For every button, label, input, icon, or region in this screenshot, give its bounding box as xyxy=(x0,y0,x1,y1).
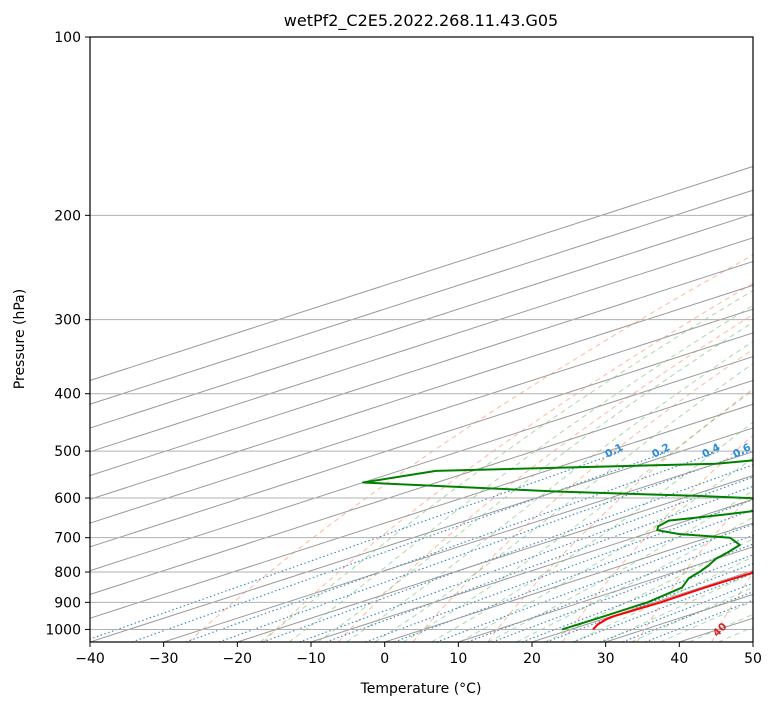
isotherm-line xyxy=(163,451,753,642)
y-tick-label: 500 xyxy=(54,444,81,460)
moist-adiabat-line xyxy=(630,587,753,642)
moist-adiabat-line xyxy=(431,421,753,642)
mixing-ratio-line xyxy=(644,599,753,642)
dry-adiabat-line xyxy=(337,313,753,642)
y-axis-ticks: 100 200 300 400 500 600 700 800 900 1000 xyxy=(45,30,90,638)
mixing-ratio-line xyxy=(622,591,753,642)
y-tick-label: 300 xyxy=(54,313,81,329)
x-tick-label: 10 xyxy=(449,651,467,667)
moist-adiabat-line xyxy=(602,572,753,642)
isotherm-line xyxy=(90,189,753,405)
isotherm-line xyxy=(90,261,753,477)
y-tick-label: 600 xyxy=(54,491,81,507)
x-tick-label: −30 xyxy=(149,651,179,667)
mixing-ratio-line xyxy=(521,554,753,642)
isotherm-line xyxy=(90,332,753,548)
moist-adiabat-line xyxy=(402,389,753,642)
isotherm-line xyxy=(90,308,753,524)
temperature-profile-line xyxy=(592,571,753,631)
plot-frame xyxy=(89,36,754,643)
isotherm-line xyxy=(90,237,753,453)
isotherm-line xyxy=(237,475,753,642)
y-axis-label: Pressure (hPa) xyxy=(12,289,28,389)
x-tick-label: 0 xyxy=(380,651,389,667)
y-tick-label: 1000 xyxy=(45,622,81,638)
moist-adiabats xyxy=(259,290,753,642)
chart-title: wetPf2_C2E5.2022.268.11.43.G05 xyxy=(284,11,558,31)
isotherms xyxy=(90,165,753,642)
dry-adiabat-line xyxy=(188,254,753,642)
y-tick-label: 400 xyxy=(54,387,81,403)
y-tick-label: 700 xyxy=(54,531,81,547)
x-tick-label: 20 xyxy=(523,651,541,667)
isotherm-line xyxy=(90,427,753,642)
isotherm-line xyxy=(384,522,753,642)
x-axis-label: Temperature (°C) xyxy=(360,681,482,697)
x-tick-label: 50 xyxy=(744,651,762,667)
isotherm-line xyxy=(310,498,753,642)
moist-adiabat-line xyxy=(346,340,753,642)
mixing-ratio-line xyxy=(325,485,753,642)
mixing-ratio-line xyxy=(394,509,753,642)
isobars xyxy=(90,37,753,630)
y-tick-label: 900 xyxy=(54,595,81,611)
x-tick-label: −10 xyxy=(296,651,326,667)
moist-adiabat-line xyxy=(259,290,753,642)
x-tick-label: −20 xyxy=(223,651,253,667)
y-tick-label: 100 xyxy=(54,30,81,46)
dry-adiabat-line xyxy=(412,348,753,642)
x-tick-label: 30 xyxy=(597,651,615,667)
y-tick-label: 200 xyxy=(54,208,81,224)
mixing-ratio-line xyxy=(365,499,753,642)
dewpoint-profile-line xyxy=(362,459,753,631)
moist-adiabat-line xyxy=(317,321,753,642)
mixing-ratio-line xyxy=(436,523,753,642)
mixing-ratio-line xyxy=(299,476,753,642)
isotherm-line xyxy=(90,213,753,429)
y-tick-label: 800 xyxy=(54,565,81,581)
moist-adiabat-line xyxy=(374,363,753,642)
x-tick-label: −40 xyxy=(75,651,105,667)
x-tick-label: 40 xyxy=(670,651,688,667)
x-axis-ticks: −40 −30 −20 −10 0 10 20 30 40 50 xyxy=(75,642,762,667)
isotherm-line xyxy=(90,284,753,500)
moist-adiabat-line xyxy=(516,516,753,642)
isotherm-line xyxy=(90,379,753,595)
isotherm-line xyxy=(90,403,753,619)
dry-adiabat-line xyxy=(636,492,753,642)
isotherm-line xyxy=(90,165,753,381)
isotherm-line xyxy=(90,356,753,572)
profile-series xyxy=(362,459,753,631)
